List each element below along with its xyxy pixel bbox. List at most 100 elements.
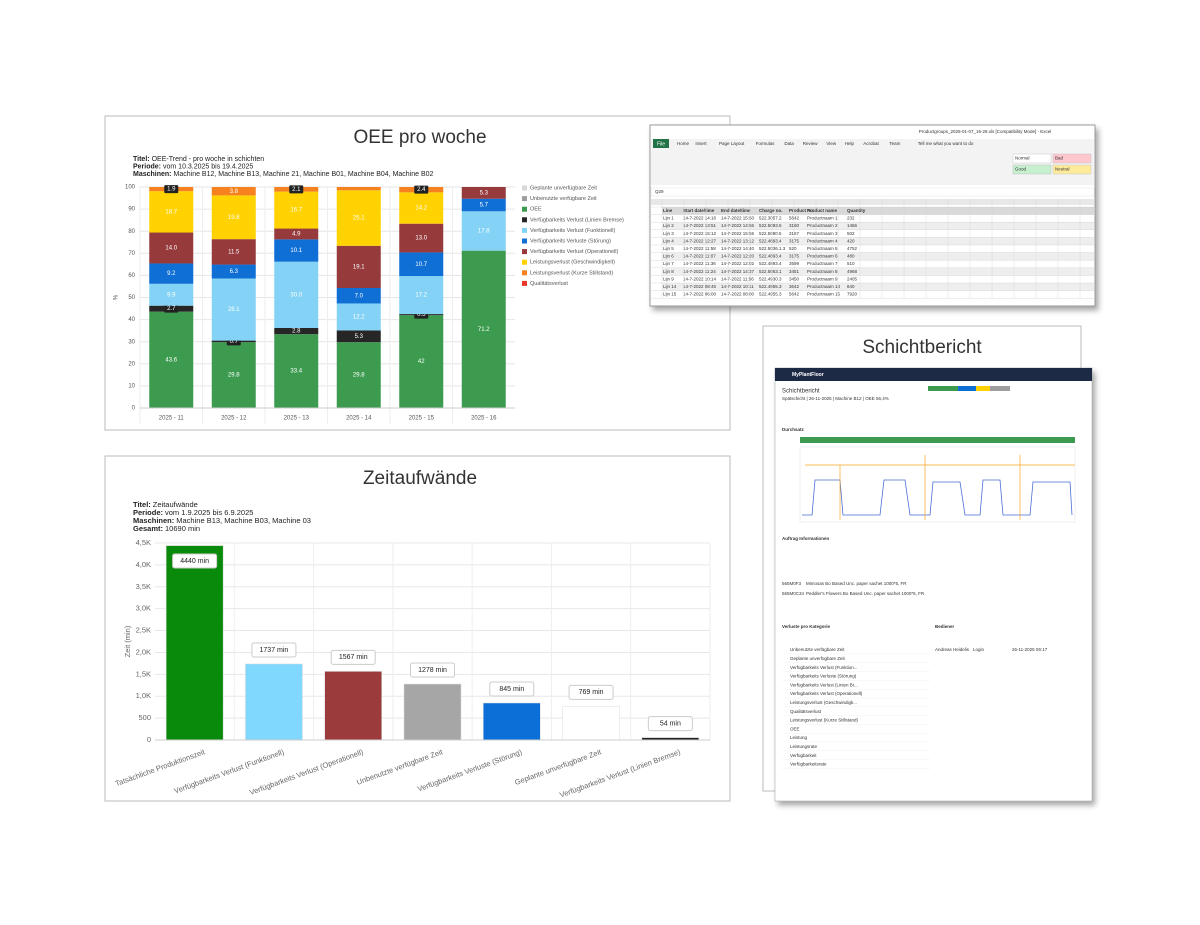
loss-category: Verfügbarkeitsrate [790,762,827,767]
bar-segment [336,187,381,191]
value-label: 17.2 [415,293,427,299]
value-label: 14.2 [415,206,427,212]
cell: Productnaam 1 [807,216,838,221]
cell: 5642 [789,292,800,297]
legend-marker [522,270,527,276]
cell: 510 [847,261,855,266]
bar-segment [211,239,256,265]
subtitle-line: Periode: vom 10.3.2025 bis 19.4.2025 [133,163,253,170]
loss-category: Verfügbarkeits Verlust (Funktion... [790,665,858,670]
cell: Productnaam 2 [807,223,838,228]
ribbon-tab: Help [845,141,855,146]
bar-segment [399,252,444,277]
cell: 522.4893.4 [759,261,782,266]
cell: 5642 [789,216,800,221]
bar-segment [336,342,381,408]
subtitle-value: Zeitaufwände [153,500,198,509]
y-tick-label: 500 [138,713,151,722]
ribbon-tab: View [826,141,836,146]
x-tick-label: 2025 - 11 [159,416,185,422]
cell: Lijn 3 [663,231,674,236]
cell: 522.4893.4 [759,254,782,259]
cell: Lijn 1 [663,216,674,221]
cell: 522.5063.1 [759,269,782,274]
y-tick-label: 3,0K [136,604,151,613]
value-label: 29.8 [353,373,365,379]
formula-bar [650,187,1095,197]
value-label: 16.7 [290,208,302,214]
bar-segment [149,232,194,264]
bar-segment [211,195,256,240]
bar-segment [336,330,381,343]
bar [324,671,382,741]
value-callout [647,716,693,732]
chart-title: OEE pro woche [353,127,486,148]
value-label: 54 min [660,720,681,727]
legend-label: Leistungsverlust (Kurze Stillstand) [530,270,613,276]
heading: Schichtbericht [782,389,820,395]
value-label: 5.3 [355,334,364,340]
value-label: 25.1 [353,216,365,222]
value-label: 5.7 [480,203,489,209]
loss-category: Unbenutzte verfügbare Zeit [790,647,845,652]
bar-segment [399,315,444,408]
cell: 3642 [789,284,800,289]
throughput-line [802,479,1073,516]
cell: 2405 [847,276,858,281]
chart-title: Zeitaufwände [363,468,477,489]
legend-marker [522,249,527,255]
section-title: Bediener [935,624,955,629]
cell: Productnaam 3 [807,231,838,236]
cell: 522.4930.3 [759,276,782,281]
value-label: 769 min [579,689,604,696]
subtitle-line: Titel: Zeitaufwände [133,500,198,509]
value-label: 0.7 [230,339,239,345]
ribbon-tab: Data [784,141,794,146]
cell: 840 [847,284,855,289]
x-tick-label: 2025 - 14 [346,416,372,422]
cell: 522.4955.3 [759,292,782,297]
bar-segment [211,187,256,196]
value-label: 1567 min [339,654,368,661]
cell: 4968 [847,269,858,274]
legend-label: Verfügbarkeits Verlust (Operationell) [530,249,619,255]
operator-cell: Andreas Heidelis [935,647,970,652]
cell: Productnaam 7 [807,261,838,266]
x-tick-label: 2025 - 15 [409,416,435,422]
column-header: End date/time [721,208,751,213]
order-cell: 565M0F3 [782,581,802,586]
column-header: Product no. [789,208,814,213]
ribbon-tab: Page Layout [719,141,745,146]
panel-title: Schichtbericht [862,337,982,358]
bar-segment [461,198,506,212]
style-label: Neutral [1055,167,1070,172]
legend-label: OEE [530,207,542,213]
x-tick-label: 2025 - 16 [471,416,497,422]
bar-segment [461,187,506,199]
subtitle-line: Titel: OEE-Trend - pro woche in schichten [133,156,264,163]
legend-marker [522,227,527,233]
value-label: 2.8 [292,329,301,335]
column-header: Line [663,208,673,213]
legend-label: Verfügbarkeits Verluste (Störung) [530,238,611,244]
value-label: 7.0 [355,293,364,299]
app-bar [775,368,1092,381]
cell: 14-7-2022 13:12 [721,238,755,243]
value-label: 13.0 [415,236,427,242]
style-cell [1012,153,1052,164]
bar-segment [149,283,194,306]
legend-label: Verfügbarkeits Verlust (Funktionell) [530,228,615,234]
value-label: 4440 min [180,558,209,565]
subtitle-label: Periode: [133,163,161,170]
cell: 14-7-2022 14:16 [683,216,717,221]
operator-cell: 26-11-2025 06:17 [1012,647,1048,652]
bar [483,702,541,741]
subtitle-value: Machine B13, Machine B03, Machine 03 [176,516,311,525]
cell: Lijn 4 [663,238,674,243]
y-tick-label: 0 [132,406,136,412]
value-label: 5.3 [480,190,489,196]
subtitle-value: vom 1.9.2025 bis 6.9.2025 [165,508,253,517]
bar-segment [211,342,256,408]
cell: Lijn 15 [663,292,677,297]
